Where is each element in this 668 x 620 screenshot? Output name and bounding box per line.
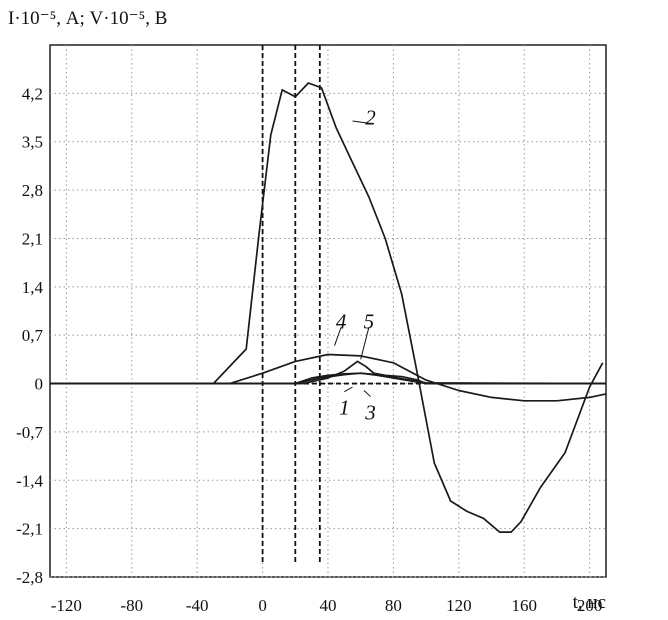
series-group xyxy=(50,82,607,533)
x-tick-label: 200 xyxy=(577,596,603,615)
grid xyxy=(50,45,606,578)
x-tick-label: 120 xyxy=(446,596,472,615)
series-label-4: 4 xyxy=(336,309,347,333)
y-tick-label: -0,7 xyxy=(16,423,43,442)
series-leader-4 xyxy=(334,327,342,346)
series-leader-2 xyxy=(352,120,371,125)
y-tick-label: -2,1 xyxy=(16,520,43,539)
series-label-5: 5 xyxy=(364,309,375,333)
series-leader-3 xyxy=(363,390,371,397)
y-tick-label: -1,4 xyxy=(16,471,43,490)
series-line-5 xyxy=(50,360,606,385)
x-axis-label: t, нс xyxy=(573,592,606,613)
series-label-1: 1 xyxy=(339,396,350,420)
y-tick-label: 1,4 xyxy=(22,278,44,297)
y-tick-label: 0 xyxy=(35,375,44,394)
y-tick-label: 3,5 xyxy=(22,133,43,152)
x-tick-label: -80 xyxy=(120,596,143,615)
series-leader-5 xyxy=(360,327,370,360)
series-leader-1 xyxy=(344,386,353,393)
y-tick-label: -2,8 xyxy=(16,568,43,587)
x-tick-label: 160 xyxy=(511,596,537,615)
y-tick-label: 2,8 xyxy=(22,181,43,200)
series-line-3 xyxy=(50,372,607,385)
y-axis-label: I·10⁻⁵, А; V·10⁻⁵, В xyxy=(8,8,167,29)
series-line-4 xyxy=(50,353,607,402)
vertical-markers xyxy=(261,45,321,564)
y-tick-label: 2,1 xyxy=(22,229,43,248)
series-label-2: 2 xyxy=(365,106,376,130)
x-tick-label: -40 xyxy=(186,596,209,615)
series-line-2 xyxy=(50,82,604,533)
y-tick-label: 0,7 xyxy=(22,326,44,345)
tick-labels: -120 -80 -40 0 40 80 120 160 2004,23,52,82,11,40… xyxy=(16,84,602,615)
x-tick-label: 0 xyxy=(258,596,267,615)
series-labels: 1 2 3 4 5 xyxy=(334,106,376,425)
x-tick-label: 40 xyxy=(320,596,337,615)
y-tick-label: 4,2 xyxy=(22,84,43,103)
x-tick-label: 80 xyxy=(385,596,402,615)
series-label-3: 3 xyxy=(364,401,376,425)
x-tick-label: -120 xyxy=(51,596,82,615)
